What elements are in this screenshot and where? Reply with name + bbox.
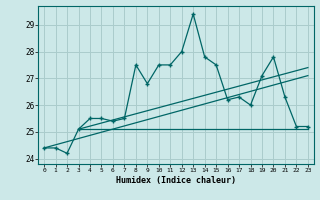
X-axis label: Humidex (Indice chaleur): Humidex (Indice chaleur) <box>116 176 236 185</box>
